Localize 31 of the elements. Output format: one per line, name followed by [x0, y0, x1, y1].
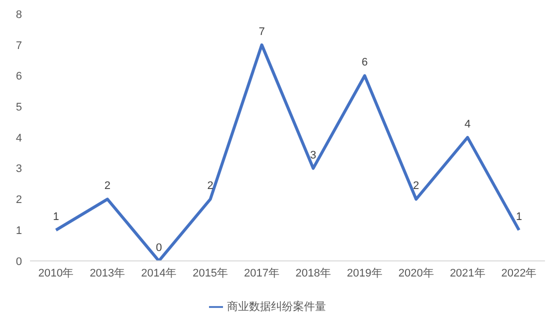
y-tick-label: 0 [16, 256, 22, 268]
x-tick-label: 2022年 [501, 268, 537, 280]
data-label: 2 [413, 180, 420, 192]
data-label: 1 [52, 211, 60, 224]
y-tick-label: 3 [16, 163, 22, 176]
y-tick-label: 8 [16, 8, 22, 21]
x-tick-label: 2020年 [398, 268, 434, 280]
x-tick-label: 2019年 [346, 268, 382, 280]
y-tick-label: 5 [16, 101, 22, 114]
y-tick-label: 1 [16, 224, 22, 237]
line-series [54, 43, 520, 261]
data-label: 0 [156, 242, 162, 254]
data-label: 2 [207, 180, 214, 192]
data-label: 3 [310, 149, 316, 162]
data-label: 7 [258, 26, 265, 38]
data-label: 2 [104, 180, 111, 192]
data-label: 1 [516, 211, 522, 224]
x-tick-label: 2021年 [450, 268, 486, 280]
y-tick-label: 7 [16, 40, 22, 52]
x-tick-label: 2013年 [90, 268, 126, 280]
x-tick-label: 2014年 [141, 268, 177, 280]
y-tick-label: 2 [16, 194, 22, 206]
x-tick-label: 2018年 [295, 268, 331, 280]
x-tick-label: 2015年 [192, 268, 228, 280]
y-tick-label: 4 [16, 132, 22, 144]
x-tick-label: 2017年 [244, 268, 280, 280]
legend-label: 商业数据纠纷案件量 [227, 300, 326, 313]
data-label: 6 [362, 56, 368, 69]
y-tick-label: 6 [16, 70, 22, 83]
data-label: 4 [464, 118, 471, 130]
x-tick-label: 2010年 [38, 268, 74, 280]
